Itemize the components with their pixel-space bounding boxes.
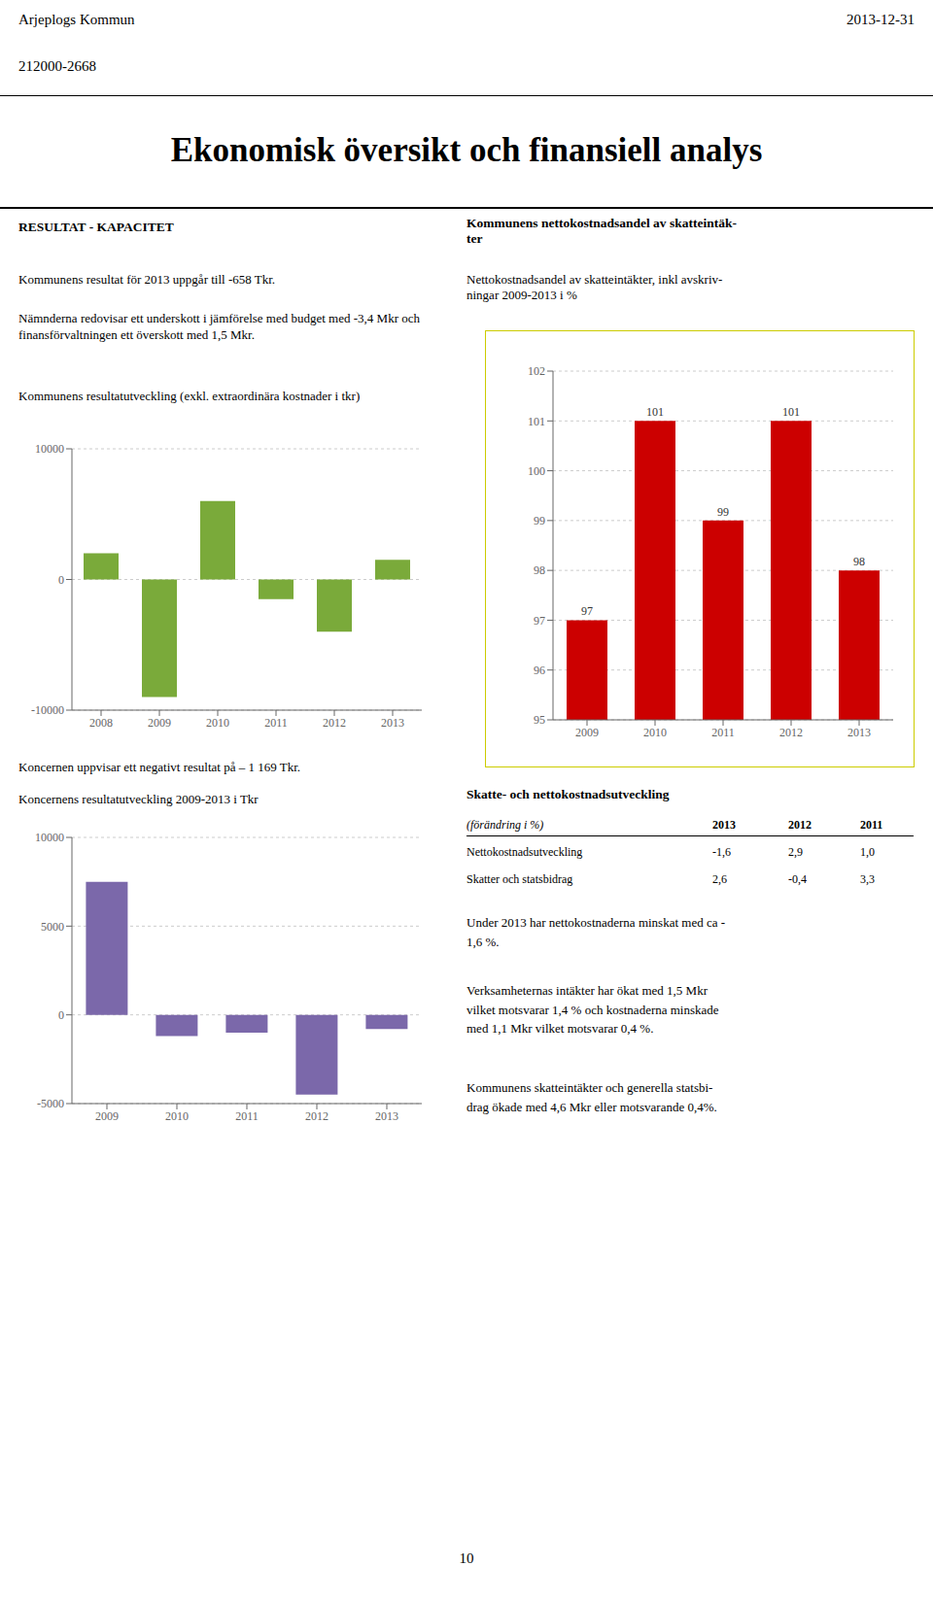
- svg-text:2009: 2009: [575, 725, 599, 740]
- svg-text:95: 95: [533, 713, 546, 727]
- svg-text:2010: 2010: [206, 716, 230, 730]
- html-text:-1,6: -1,6: [712, 845, 731, 860]
- svg-text:2011: 2011: [264, 716, 288, 730]
- html-text:Koncernens resultatutveckling: Koncernens resultatutveckling 2009-2013 …: [18, 792, 259, 807]
- svg-text:2009: 2009: [95, 1109, 119, 1124]
- svg-text:102: 102: [527, 364, 546, 379]
- svg-text:10000: 10000: [34, 830, 65, 845]
- svg-text:98: 98: [533, 563, 546, 578]
- html-text:Under 2013 har nettokostnadern: Under 2013 har nettokostnaderna minskat …: [466, 915, 726, 950]
- html-text:Koncernen uppvisar ett negativ: Koncernen uppvisar ett negativt resultat…: [18, 760, 301, 775]
- svg-text:5000: 5000: [40, 920, 65, 934]
- html-text:10: 10: [459, 1551, 474, 1567]
- html-text:Kommunens nettokostnadsandel a: Kommunens nettokostnadsandel av skattein…: [466, 215, 737, 246]
- html-text:Ekonomisk översikt och finansi: Ekonomisk översikt och finansiell analys: [170, 131, 763, 170]
- html-text:RESULTAT - KAPACITET: RESULTAT - KAPACITET: [18, 219, 174, 235]
- html-text:212000-2668: 212000-2668: [18, 58, 97, 74]
- html-text:2013: 2013: [712, 818, 736, 832]
- html-text:1,0: 1,0: [860, 845, 875, 860]
- svg-text:97: 97: [581, 604, 593, 619]
- svg-text:2013: 2013: [380, 716, 405, 730]
- html-text:Kommunens resultat för 2013 up: Kommunens resultat för 2013 uppgår till …: [18, 272, 276, 287]
- svg-text:2010: 2010: [643, 725, 667, 740]
- svg-text:97: 97: [533, 614, 546, 628]
- svg-text:101: 101: [527, 414, 546, 429]
- svg-text:-5000: -5000: [36, 1097, 65, 1111]
- svg-text:2008: 2008: [89, 716, 113, 730]
- html-text:2012: 2012: [788, 818, 812, 832]
- html-text:2011: 2011: [860, 818, 883, 832]
- html-text:3,3: 3,3: [860, 872, 875, 887]
- html-text:(förändring i %): (förändring i %): [466, 818, 544, 832]
- svg-text:-10000: -10000: [31, 703, 65, 718]
- svg-text:0: 0: [58, 1008, 65, 1023]
- svg-text:99: 99: [717, 505, 729, 519]
- html-text:Nettokostnadsutveckling: Nettokostnadsutveckling: [466, 845, 583, 860]
- svg-text:2012: 2012: [305, 1109, 329, 1124]
- html-text:2,6: 2,6: [712, 872, 727, 887]
- html-text:Skatte- och nettokostnadsutvec: Skatte- och nettokostnadsutveckling: [466, 787, 670, 802]
- html-text:Nämnderna redovisar ett unders: Nämnderna redovisar ett underskott i jäm…: [18, 311, 420, 343]
- svg-text:100: 100: [527, 464, 546, 479]
- svg-text:2011: 2011: [235, 1109, 259, 1124]
- svg-text:96: 96: [533, 663, 546, 678]
- html-text:Nettokostnadsandel av skattein: Nettokostnadsandel av skatteintäkter, in…: [466, 272, 723, 303]
- svg-text:2013: 2013: [375, 1109, 399, 1124]
- html-text:Kommunens skatteintäkter och g: Kommunens skatteintäkter och generella s…: [466, 1080, 718, 1115]
- html-text:Verksamheternas intäkter har ö: Verksamheternas intäkter har ökat med 1,…: [466, 983, 719, 1037]
- svg-text:2012: 2012: [779, 725, 803, 740]
- svg-text:2009: 2009: [147, 716, 172, 730]
- svg-text:2013: 2013: [847, 725, 871, 740]
- svg-text:0: 0: [58, 573, 65, 588]
- svg-text:10000: 10000: [34, 442, 65, 456]
- svg-text:99: 99: [533, 514, 546, 528]
- svg-text:101: 101: [646, 405, 664, 419]
- html-text:Skatter och statsbidrag: Skatter och statsbidrag: [466, 872, 573, 887]
- svg-text:2012: 2012: [322, 716, 346, 730]
- html-text:Arjeplogs Kommun: Arjeplogs Kommun: [18, 11, 135, 28]
- svg-text:101: 101: [782, 405, 800, 419]
- html-text:2,9: 2,9: [788, 845, 803, 860]
- html-text:2013-12-31: 2013-12-31: [846, 11, 915, 28]
- svg-text:98: 98: [853, 554, 865, 569]
- svg-text:2010: 2010: [165, 1109, 189, 1124]
- svg-text:2011: 2011: [711, 725, 735, 740]
- html-text:Kommunens resultatutveckling (: Kommunens resultatutveckling (exkl. extr…: [18, 388, 360, 404]
- html-text:-0,4: -0,4: [788, 872, 807, 887]
